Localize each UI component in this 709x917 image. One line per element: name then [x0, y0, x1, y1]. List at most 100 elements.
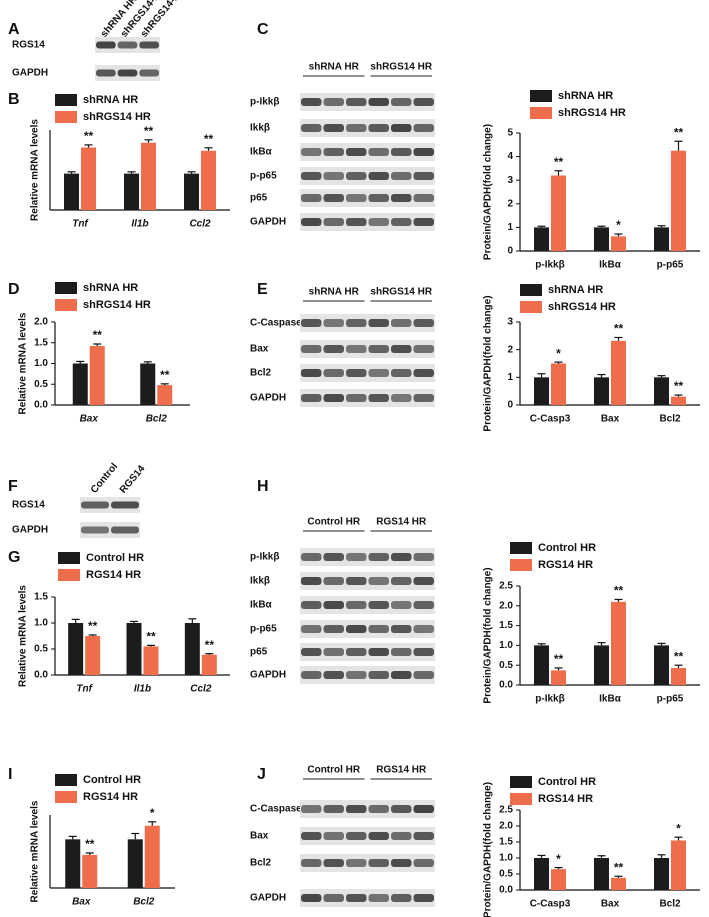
blot-band	[323, 894, 344, 902]
legend-label: RGS14 HR	[86, 569, 141, 581]
error-bar	[131, 832, 140, 840]
blot-band	[301, 671, 322, 679]
panel-letter: E	[257, 281, 268, 298]
x-tick-label: Tnf	[72, 219, 89, 230]
blot-band	[391, 553, 412, 561]
y-tick-label: 4	[507, 151, 513, 162]
bar	[140, 363, 156, 405]
blot-band	[139, 41, 159, 49]
y-tick-label: 0.0	[34, 670, 48, 681]
blot-band	[346, 98, 367, 106]
blot-row-label: GAPDH	[250, 893, 286, 904]
panel-letter: F	[8, 478, 18, 495]
blot-row-label: C-Caspase3	[250, 318, 308, 329]
blot-band	[368, 345, 389, 353]
error-bar	[88, 634, 97, 636]
significance-mark: **	[554, 155, 564, 169]
bar	[157, 385, 173, 405]
significance-mark: **	[160, 368, 170, 382]
blot-band	[413, 832, 434, 840]
blot-group-label: Control HR	[307, 765, 361, 776]
blot-band	[323, 218, 344, 226]
blot-band	[96, 41, 116, 49]
blot-row-label: Bcl2	[250, 368, 272, 379]
blot-band	[391, 394, 412, 402]
y-axis-label: Relative mRNA levels	[18, 585, 29, 687]
error-bar	[68, 835, 77, 840]
error-bar	[84, 144, 93, 148]
blot-strip	[300, 548, 435, 566]
x-tick-label: p-Ikkβ	[535, 694, 564, 705]
blot-row-label: GAPDH	[12, 68, 48, 79]
blot-band	[301, 148, 322, 156]
blot-band	[323, 553, 344, 561]
legend-swatch	[55, 94, 77, 106]
bar	[124, 173, 139, 210]
error-bar	[537, 643, 546, 646]
significance-mark: **	[554, 652, 564, 666]
blot-band	[111, 501, 139, 509]
blot-band	[391, 671, 412, 679]
blot-band	[413, 859, 434, 867]
error-bar	[674, 836, 683, 841]
blot-band	[323, 648, 344, 656]
error-bar	[597, 373, 606, 378]
error-bar	[127, 171, 136, 174]
blot-group-label: RGS14 HR	[376, 765, 427, 776]
y-tick-label: 0.0	[499, 885, 513, 896]
blot-strip	[300, 643, 435, 661]
bar	[611, 877, 626, 890]
blot-band	[323, 601, 344, 609]
blot-band	[413, 577, 434, 585]
bar	[654, 645, 669, 685]
x-tick-label: Il1b	[134, 684, 151, 695]
blot-band	[323, 172, 344, 180]
panel-letter: D	[8, 281, 20, 298]
legend-swatch	[520, 284, 542, 296]
blot-strip	[300, 93, 435, 111]
blot-strip	[300, 666, 435, 684]
blot-band	[323, 859, 344, 867]
blot-band	[301, 98, 322, 106]
blot-band	[413, 172, 434, 180]
error-bar	[204, 147, 213, 151]
blot-band	[391, 805, 412, 813]
blot-band	[391, 98, 412, 106]
error-bar	[554, 361, 563, 364]
y-axis-label: Relative mRNA levels	[18, 312, 29, 414]
blot-row-label: Bax	[250, 344, 269, 355]
blot-row-label: Ikkβ	[250, 123, 270, 134]
blot-row-label: Ikkβ	[250, 576, 270, 587]
x-tick-label: C-Casp3	[530, 414, 571, 425]
bar	[81, 147, 96, 210]
blot-strip	[300, 167, 435, 185]
blot-band	[391, 319, 412, 327]
panel-letter: C	[257, 21, 269, 38]
blot-band	[391, 148, 412, 156]
blot-band	[301, 648, 322, 656]
y-axis-label: Protein/GAPDH(fold change)	[483, 295, 494, 431]
significance-mark: **	[614, 584, 624, 598]
error-bar	[554, 866, 563, 870]
panel-letter: G	[8, 549, 20, 566]
y-tick-label: 2	[507, 344, 513, 355]
bar	[671, 667, 686, 685]
blot-band	[368, 625, 389, 633]
significance-mark: **	[205, 638, 215, 652]
blot-band	[301, 218, 322, 226]
legend-label: shRGS14 HR	[558, 107, 626, 119]
legend-swatch	[510, 793, 532, 805]
blot-row-label: GAPDH	[250, 217, 286, 228]
bar	[184, 623, 200, 675]
blot-band	[346, 859, 367, 867]
bar	[671, 396, 686, 405]
error-bar	[143, 361, 152, 364]
blot-band	[368, 369, 389, 377]
blot-band	[346, 345, 367, 353]
error-bar	[188, 618, 197, 623]
bar	[184, 173, 199, 210]
blot-band	[346, 625, 367, 633]
panel-letter: I	[8, 766, 12, 783]
blot-band	[323, 148, 344, 156]
blot-band	[413, 369, 434, 377]
